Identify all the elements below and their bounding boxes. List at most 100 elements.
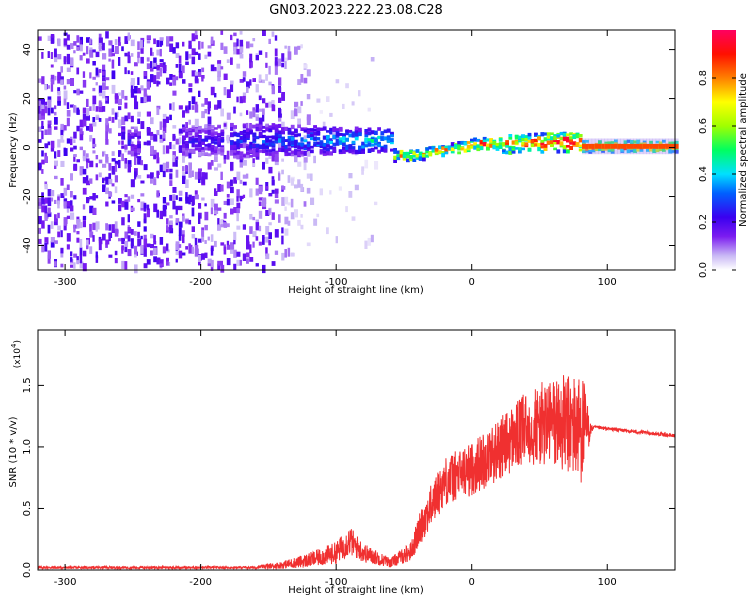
heatmap-cell xyxy=(194,51,199,55)
heatmap-cell xyxy=(230,179,233,187)
heatmap-cell xyxy=(374,137,378,142)
heatmap-cell xyxy=(329,190,332,195)
heatmap-cell xyxy=(143,88,147,97)
heatmap-cell xyxy=(38,166,42,170)
heatmap-cell xyxy=(281,148,285,153)
heatmap-cell xyxy=(303,135,307,140)
heatmap-cell xyxy=(287,45,291,54)
heatmap-cell xyxy=(274,129,279,133)
heatmap-cell xyxy=(54,111,57,116)
heatmap-cell xyxy=(258,185,263,195)
heatmap-cell xyxy=(297,124,301,129)
heatmap-cell xyxy=(332,134,337,139)
heatmap-cell xyxy=(345,146,349,150)
heatmap-cell xyxy=(134,245,138,255)
heatmap-cell xyxy=(156,107,160,115)
heatmap-cell xyxy=(47,124,51,128)
heatmap-cell xyxy=(329,138,333,142)
heatmap-cell xyxy=(479,141,484,146)
heatmap-cell xyxy=(252,158,255,167)
heatmap-cell xyxy=(194,248,199,257)
heatmap-cell xyxy=(89,196,94,200)
heatmap-cell xyxy=(182,135,186,140)
heatmap-cell xyxy=(54,261,57,267)
heatmap-cell xyxy=(300,142,305,147)
heatmap-cell xyxy=(217,163,222,168)
heatmap-cell xyxy=(361,141,365,146)
heatmap-cell xyxy=(150,68,154,72)
heatmap-cell xyxy=(57,100,61,106)
heatmap-cell xyxy=(41,130,44,140)
heatmap-cell xyxy=(118,98,122,106)
heatmap-cell xyxy=(354,128,359,133)
heatmap-cell xyxy=(182,175,186,184)
heatmap-cell xyxy=(527,135,532,140)
heatmap-cell xyxy=(265,62,268,68)
heatmap-cell xyxy=(63,217,68,226)
heatmap-cell xyxy=(191,126,196,131)
heatmap-cell xyxy=(191,170,194,177)
heatmap-cell xyxy=(63,57,67,63)
heatmap-cell xyxy=(534,138,538,142)
heatmap-cell xyxy=(194,71,199,76)
heatmap-cell xyxy=(191,70,196,77)
heatmap-cell xyxy=(130,207,135,212)
heatmap-cell xyxy=(38,100,41,106)
heatmap-cell xyxy=(262,108,265,115)
heatmap-cell xyxy=(82,263,87,272)
heatmap-cell xyxy=(319,142,324,145)
heatmap-cell xyxy=(172,200,176,210)
heatmap-cell xyxy=(370,143,375,147)
heatmap-cell xyxy=(50,221,54,229)
heatmap-cell xyxy=(671,143,676,149)
heatmap-cell xyxy=(633,148,637,152)
heatmap-cell xyxy=(204,129,209,134)
heatmap-cell xyxy=(217,143,221,148)
heatmap-cell xyxy=(342,147,346,151)
heatmap-cell xyxy=(543,132,548,136)
heatmap-cell xyxy=(153,134,158,142)
heatmap-cell xyxy=(498,142,503,147)
heatmap-cell xyxy=(121,260,125,269)
heatmap-cell xyxy=(281,130,285,135)
heatmap-cell xyxy=(41,159,45,165)
heatmap-cell xyxy=(210,160,214,166)
heatmap-cell xyxy=(188,83,193,87)
heatmap-cell xyxy=(335,236,338,244)
heatmap-cell xyxy=(322,126,327,131)
heatmap-cell xyxy=(140,245,145,254)
heatmap-cell xyxy=(118,42,121,46)
heatmap-cell xyxy=(246,128,250,133)
heatmap-cell xyxy=(262,143,266,146)
heatmap-cell xyxy=(377,127,381,131)
heatmap-cell xyxy=(268,208,271,215)
heatmap-cell xyxy=(47,107,51,116)
heatmap-cell xyxy=(41,76,45,85)
heatmap-cell xyxy=(118,119,122,129)
heatmap-cell xyxy=(111,200,116,204)
heatmap-cell xyxy=(319,127,324,131)
heatmap-cell xyxy=(159,259,164,267)
heatmap-cell xyxy=(66,117,70,127)
heatmap-cell xyxy=(294,128,298,133)
heatmap-cell xyxy=(156,157,160,164)
heatmap-cell xyxy=(214,131,218,136)
heatmap-cell xyxy=(220,149,225,153)
heatmap-cell xyxy=(566,133,570,137)
heatmap-cell xyxy=(217,137,221,143)
heatmap-cell xyxy=(79,261,84,269)
heatmap-cell xyxy=(92,49,96,53)
heatmap-cell xyxy=(505,140,509,143)
heatmap-cell xyxy=(239,96,243,104)
heatmap-cell xyxy=(281,146,285,149)
heatmap-cell xyxy=(300,74,304,83)
heatmap-cell xyxy=(415,149,420,153)
heatmap-cell xyxy=(150,145,154,155)
heatmap-cell xyxy=(482,139,487,144)
heatmap-cell xyxy=(92,150,96,154)
heatmap-cell xyxy=(294,141,298,146)
heatmap-cell xyxy=(73,105,76,113)
heatmap-cell xyxy=(140,160,143,166)
heatmap-cell xyxy=(530,139,535,144)
heatmap-cell xyxy=(662,139,666,143)
